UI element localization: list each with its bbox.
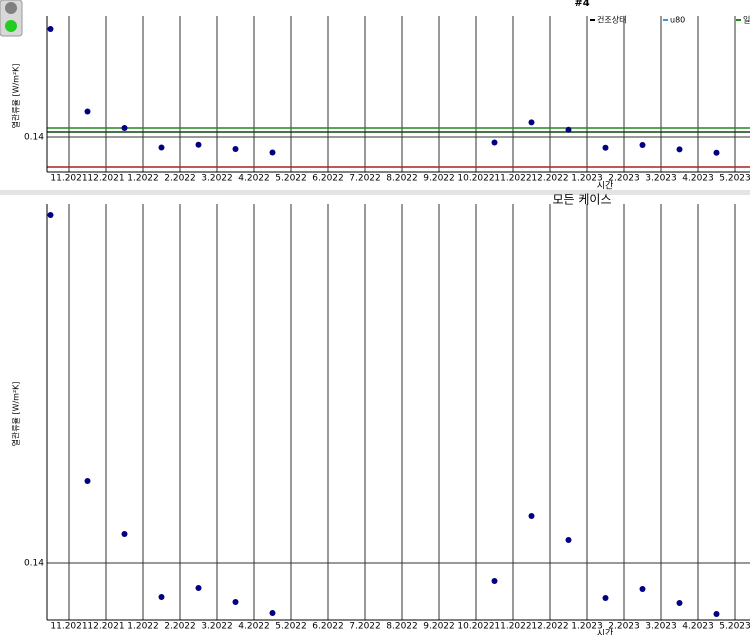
data-point [232, 599, 239, 605]
data-point [195, 141, 202, 148]
x-tick-label: 5.2022 [275, 174, 307, 184]
data-point [528, 513, 535, 519]
data-point [47, 25, 54, 32]
data-point [232, 146, 239, 153]
x-tick-label: 1.2022 [127, 174, 159, 184]
x-tick-label: 2.2022 [164, 174, 196, 184]
x-tick-label: 1.2023 [571, 174, 603, 184]
x-tick-label: 3.2022 [201, 622, 233, 632]
data-point [565, 126, 572, 133]
data-point [713, 149, 720, 156]
data-point [47, 212, 54, 218]
x-tick-label: 7.2022 [349, 622, 381, 632]
data-point [602, 144, 609, 151]
x-tick-label: 3.2022 [201, 174, 233, 184]
legend-label: 일반 [743, 16, 750, 25]
x-tick-label: 5.2023 [719, 174, 750, 184]
chart-title: #4 [574, 0, 589, 9]
x-axis-label: 시간 [597, 181, 614, 192]
data-point [121, 124, 128, 131]
data-point [269, 149, 276, 156]
plot-area [47, 16, 750, 172]
data-point [84, 108, 91, 115]
x-tick-label: 10.2022 [457, 174, 494, 184]
data-point [676, 600, 683, 606]
y-tick-label: 0.14 [24, 559, 44, 569]
x-tick-label: 1.2023 [571, 622, 603, 632]
top-panel [0, 0, 750, 190]
y-tick-label: 0.14 [24, 132, 44, 142]
x-tick-label: 10.2022 [457, 622, 494, 632]
splitter [0, 190, 750, 195]
x-tick-label: 11.2022 [494, 174, 531, 184]
data-point [639, 142, 646, 149]
light-off [5, 2, 17, 14]
x-tick-label: 2.2022 [164, 622, 196, 632]
x-tick-label: 4.2022 [238, 622, 270, 632]
x-tick-label: 4.2022 [238, 174, 270, 184]
x-tick-label: 6.2022 [312, 622, 344, 632]
x-tick-label: 4.2023 [682, 622, 714, 632]
data-point [269, 610, 276, 616]
x-tick-label: 8.2022 [386, 622, 418, 632]
x-tick-label: 6.2022 [312, 174, 344, 184]
x-tick-label: 3.2023 [645, 174, 677, 184]
data-point [639, 586, 646, 592]
data-point [713, 611, 720, 617]
x-tick-label: 5.2022 [275, 622, 307, 632]
x-tick-label: 4.2023 [682, 174, 714, 184]
data-point [121, 531, 128, 537]
data-point [158, 144, 165, 151]
x-tick-label: 11.2021 [50, 174, 87, 184]
data-point [491, 578, 498, 584]
x-tick-label: 11.2022 [494, 622, 531, 632]
data-point [528, 119, 535, 126]
x-axis-label: 시간 [597, 629, 614, 635]
x-tick-label: 9.2022 [423, 174, 455, 184]
data-point [491, 139, 498, 146]
x-tick-label: 2.2023 [608, 622, 640, 632]
x-tick-label: 12.2022 [531, 622, 568, 632]
data-point [676, 146, 683, 153]
data-point [158, 594, 165, 600]
legend-label: 건조상태 [597, 15, 626, 25]
x-tick-label: 9.2022 [423, 622, 455, 632]
x-tick-label: 2.2023 [608, 174, 640, 184]
x-tick-label: 5.2023 [719, 622, 750, 632]
data-point [84, 478, 91, 484]
data-point [195, 585, 202, 591]
plot-area [47, 204, 750, 620]
y-axis-label: 열관류율 [W/m²K] [11, 63, 21, 128]
x-tick-label: 12.2021 [87, 174, 124, 184]
x-tick-label: 1.2022 [127, 622, 159, 632]
y-axis-label: 열관류율 [W/m²K] [11, 381, 21, 446]
x-tick-label: 12.2022 [531, 174, 568, 184]
x-tick-label: 11.2021 [50, 622, 87, 632]
data-point [602, 595, 609, 601]
x-tick-label: 7.2022 [349, 174, 381, 184]
chart-title: 모든 케이스 [552, 193, 611, 207]
data-point [565, 537, 572, 543]
light-on [5, 20, 17, 32]
x-tick-label: 3.2023 [645, 622, 677, 632]
legend-label: u80 [670, 16, 685, 25]
x-tick-label: 12.2021 [87, 622, 124, 632]
x-tick-label: 8.2022 [386, 174, 418, 184]
